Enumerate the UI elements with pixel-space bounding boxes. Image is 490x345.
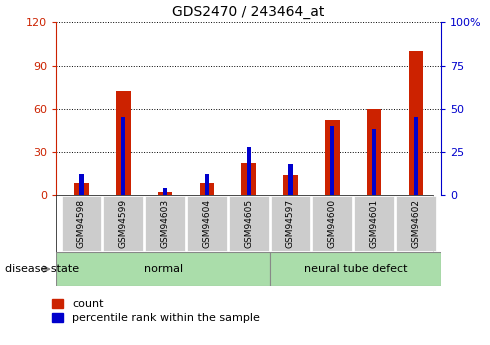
Text: GSM94598: GSM94598: [77, 199, 86, 248]
FancyBboxPatch shape: [229, 196, 269, 251]
Text: normal: normal: [144, 264, 183, 274]
FancyBboxPatch shape: [270, 196, 310, 251]
Bar: [283, 175, 298, 195]
Bar: [163, 188, 167, 195]
Text: GSM94602: GSM94602: [412, 199, 420, 248]
Bar: [372, 129, 376, 195]
Bar: [330, 126, 334, 195]
Text: GSM94597: GSM94597: [286, 199, 295, 248]
FancyBboxPatch shape: [270, 252, 441, 286]
Title: GDS2470 / 243464_at: GDS2470 / 243464_at: [172, 4, 325, 19]
FancyBboxPatch shape: [354, 196, 394, 251]
Bar: [158, 192, 172, 195]
Bar: [74, 184, 89, 195]
Text: GSM94601: GSM94601: [369, 199, 379, 248]
Bar: [325, 120, 340, 195]
Text: neural tube defect: neural tube defect: [304, 264, 407, 274]
Bar: [116, 91, 130, 195]
FancyBboxPatch shape: [56, 252, 270, 286]
Text: GSM94600: GSM94600: [328, 199, 337, 248]
Text: disease state: disease state: [5, 264, 79, 274]
Text: GSM94604: GSM94604: [202, 199, 211, 248]
Legend: count, percentile rank within the sample: count, percentile rank within the sample: [52, 299, 260, 323]
Bar: [414, 117, 418, 195]
Bar: [79, 174, 83, 195]
FancyBboxPatch shape: [313, 196, 352, 251]
FancyBboxPatch shape: [396, 196, 436, 251]
Bar: [242, 163, 256, 195]
Bar: [246, 147, 251, 195]
Bar: [409, 51, 423, 195]
Text: GSM94599: GSM94599: [119, 199, 128, 248]
FancyBboxPatch shape: [103, 196, 143, 251]
Bar: [121, 117, 125, 195]
Bar: [205, 174, 209, 195]
FancyBboxPatch shape: [187, 196, 227, 251]
Text: GSM94603: GSM94603: [161, 199, 170, 248]
Text: GSM94605: GSM94605: [244, 199, 253, 248]
FancyBboxPatch shape: [62, 196, 101, 251]
FancyBboxPatch shape: [145, 196, 185, 251]
FancyBboxPatch shape: [56, 195, 433, 252]
Bar: [199, 184, 214, 195]
Bar: [289, 164, 293, 195]
Bar: [367, 109, 381, 195]
